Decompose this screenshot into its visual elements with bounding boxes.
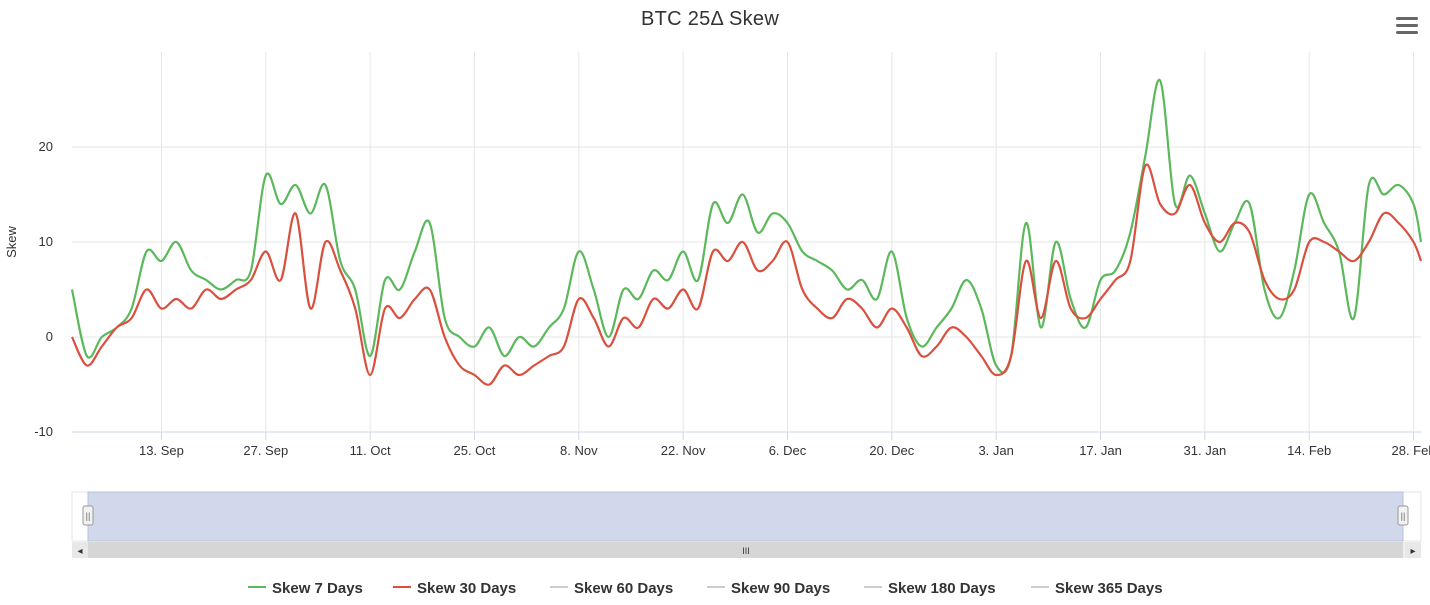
scrollbar-grip-icon: III bbox=[742, 546, 750, 556]
y-axis-title: Skew bbox=[4, 225, 19, 257]
series-line-skew-7-days bbox=[70, 78, 1423, 374]
chart-title: BTC 25Δ Skew bbox=[641, 8, 779, 30]
legend-label: Skew 60 Days bbox=[574, 580, 673, 597]
navigator-left-handle-glyph: || bbox=[86, 511, 91, 521]
legend-item-skew-60-days[interactable]: Skew 60 Days bbox=[550, 580, 673, 597]
x-tick-label: 22. Nov bbox=[661, 443, 706, 458]
navigator-left-handle[interactable]: || bbox=[82, 505, 94, 526]
series-layer bbox=[70, 78, 1423, 386]
y-tick-label: 0 bbox=[46, 329, 53, 344]
navigator-selection[interactable] bbox=[87, 491, 1404, 542]
legend-item-skew-7-days[interactable]: Skew 7 Days bbox=[248, 580, 363, 597]
x-tick-label: 31. Jan bbox=[1184, 443, 1227, 458]
legend-label: Skew 90 Days bbox=[731, 580, 830, 597]
scroll-left-arrow-icon: ◂ bbox=[77, 546, 82, 557]
y-tick-label: -10 bbox=[34, 424, 53, 439]
x-tick-label: 28. Feb bbox=[1392, 443, 1430, 458]
legend-label: Skew 7 Days bbox=[272, 580, 363, 597]
x-tick-label: 13. Sep bbox=[139, 443, 184, 458]
legend-label: Skew 365 Days bbox=[1055, 580, 1163, 597]
legend-label: Skew 180 Days bbox=[888, 580, 996, 597]
x-tick-label: 3. Jan bbox=[978, 443, 1013, 458]
x-tick-label: 11. Oct bbox=[350, 443, 391, 458]
legend-item-skew-180-days[interactable]: Skew 180 Days bbox=[864, 580, 996, 597]
x-tick-label: 14. Feb bbox=[1287, 443, 1331, 458]
x-tick-label: 27. Sep bbox=[243, 443, 288, 458]
x-tick-label: 17. Jan bbox=[1079, 443, 1122, 458]
navigator-right-handle-glyph: || bbox=[1401, 511, 1406, 521]
legend-item-skew-365-days[interactable]: Skew 365 Days bbox=[1031, 580, 1163, 597]
legend-item-skew-30-days[interactable]: Skew 30 Days bbox=[393, 580, 516, 597]
scrollbar-thumb[interactable] bbox=[88, 542, 1403, 558]
navigator-right-handle[interactable]: || bbox=[1397, 505, 1409, 526]
legend-label: Skew 30 Days bbox=[417, 580, 516, 597]
legend: Skew 7 Days Skew 30 Days Skew 60 Days Skew … bbox=[248, 580, 1163, 597]
navigator[interactable]: || || ◂ ▸ III bbox=[71, 491, 1422, 558]
legend-item-skew-90-days[interactable]: Skew 90 Days bbox=[707, 580, 830, 597]
y-tick-label: 20 bbox=[39, 139, 53, 154]
y-tick-label: 10 bbox=[39, 234, 53, 249]
x-tick-label: 8. Nov bbox=[560, 443, 598, 458]
scroll-right-arrow-icon: ▸ bbox=[1410, 546, 1415, 557]
x-tick-label: 25. Oct bbox=[454, 443, 496, 458]
scroll-right-button[interactable]: ▸ bbox=[1405, 542, 1421, 558]
scroll-left-button[interactable]: ◂ bbox=[72, 542, 88, 558]
series-line-skew-30-days bbox=[71, 163, 1423, 386]
hamburger-menu-icon[interactable] bbox=[1392, 12, 1422, 42]
x-axis: 13. Sep 27. Sep 11. Oct 25. Oct 8. Nov 22. No… bbox=[139, 443, 1430, 458]
x-tick-label: 6. Dec bbox=[769, 443, 807, 458]
x-tick-label: 20. Dec bbox=[869, 443, 914, 458]
y-axis: -10 0 10 20 bbox=[34, 139, 53, 439]
